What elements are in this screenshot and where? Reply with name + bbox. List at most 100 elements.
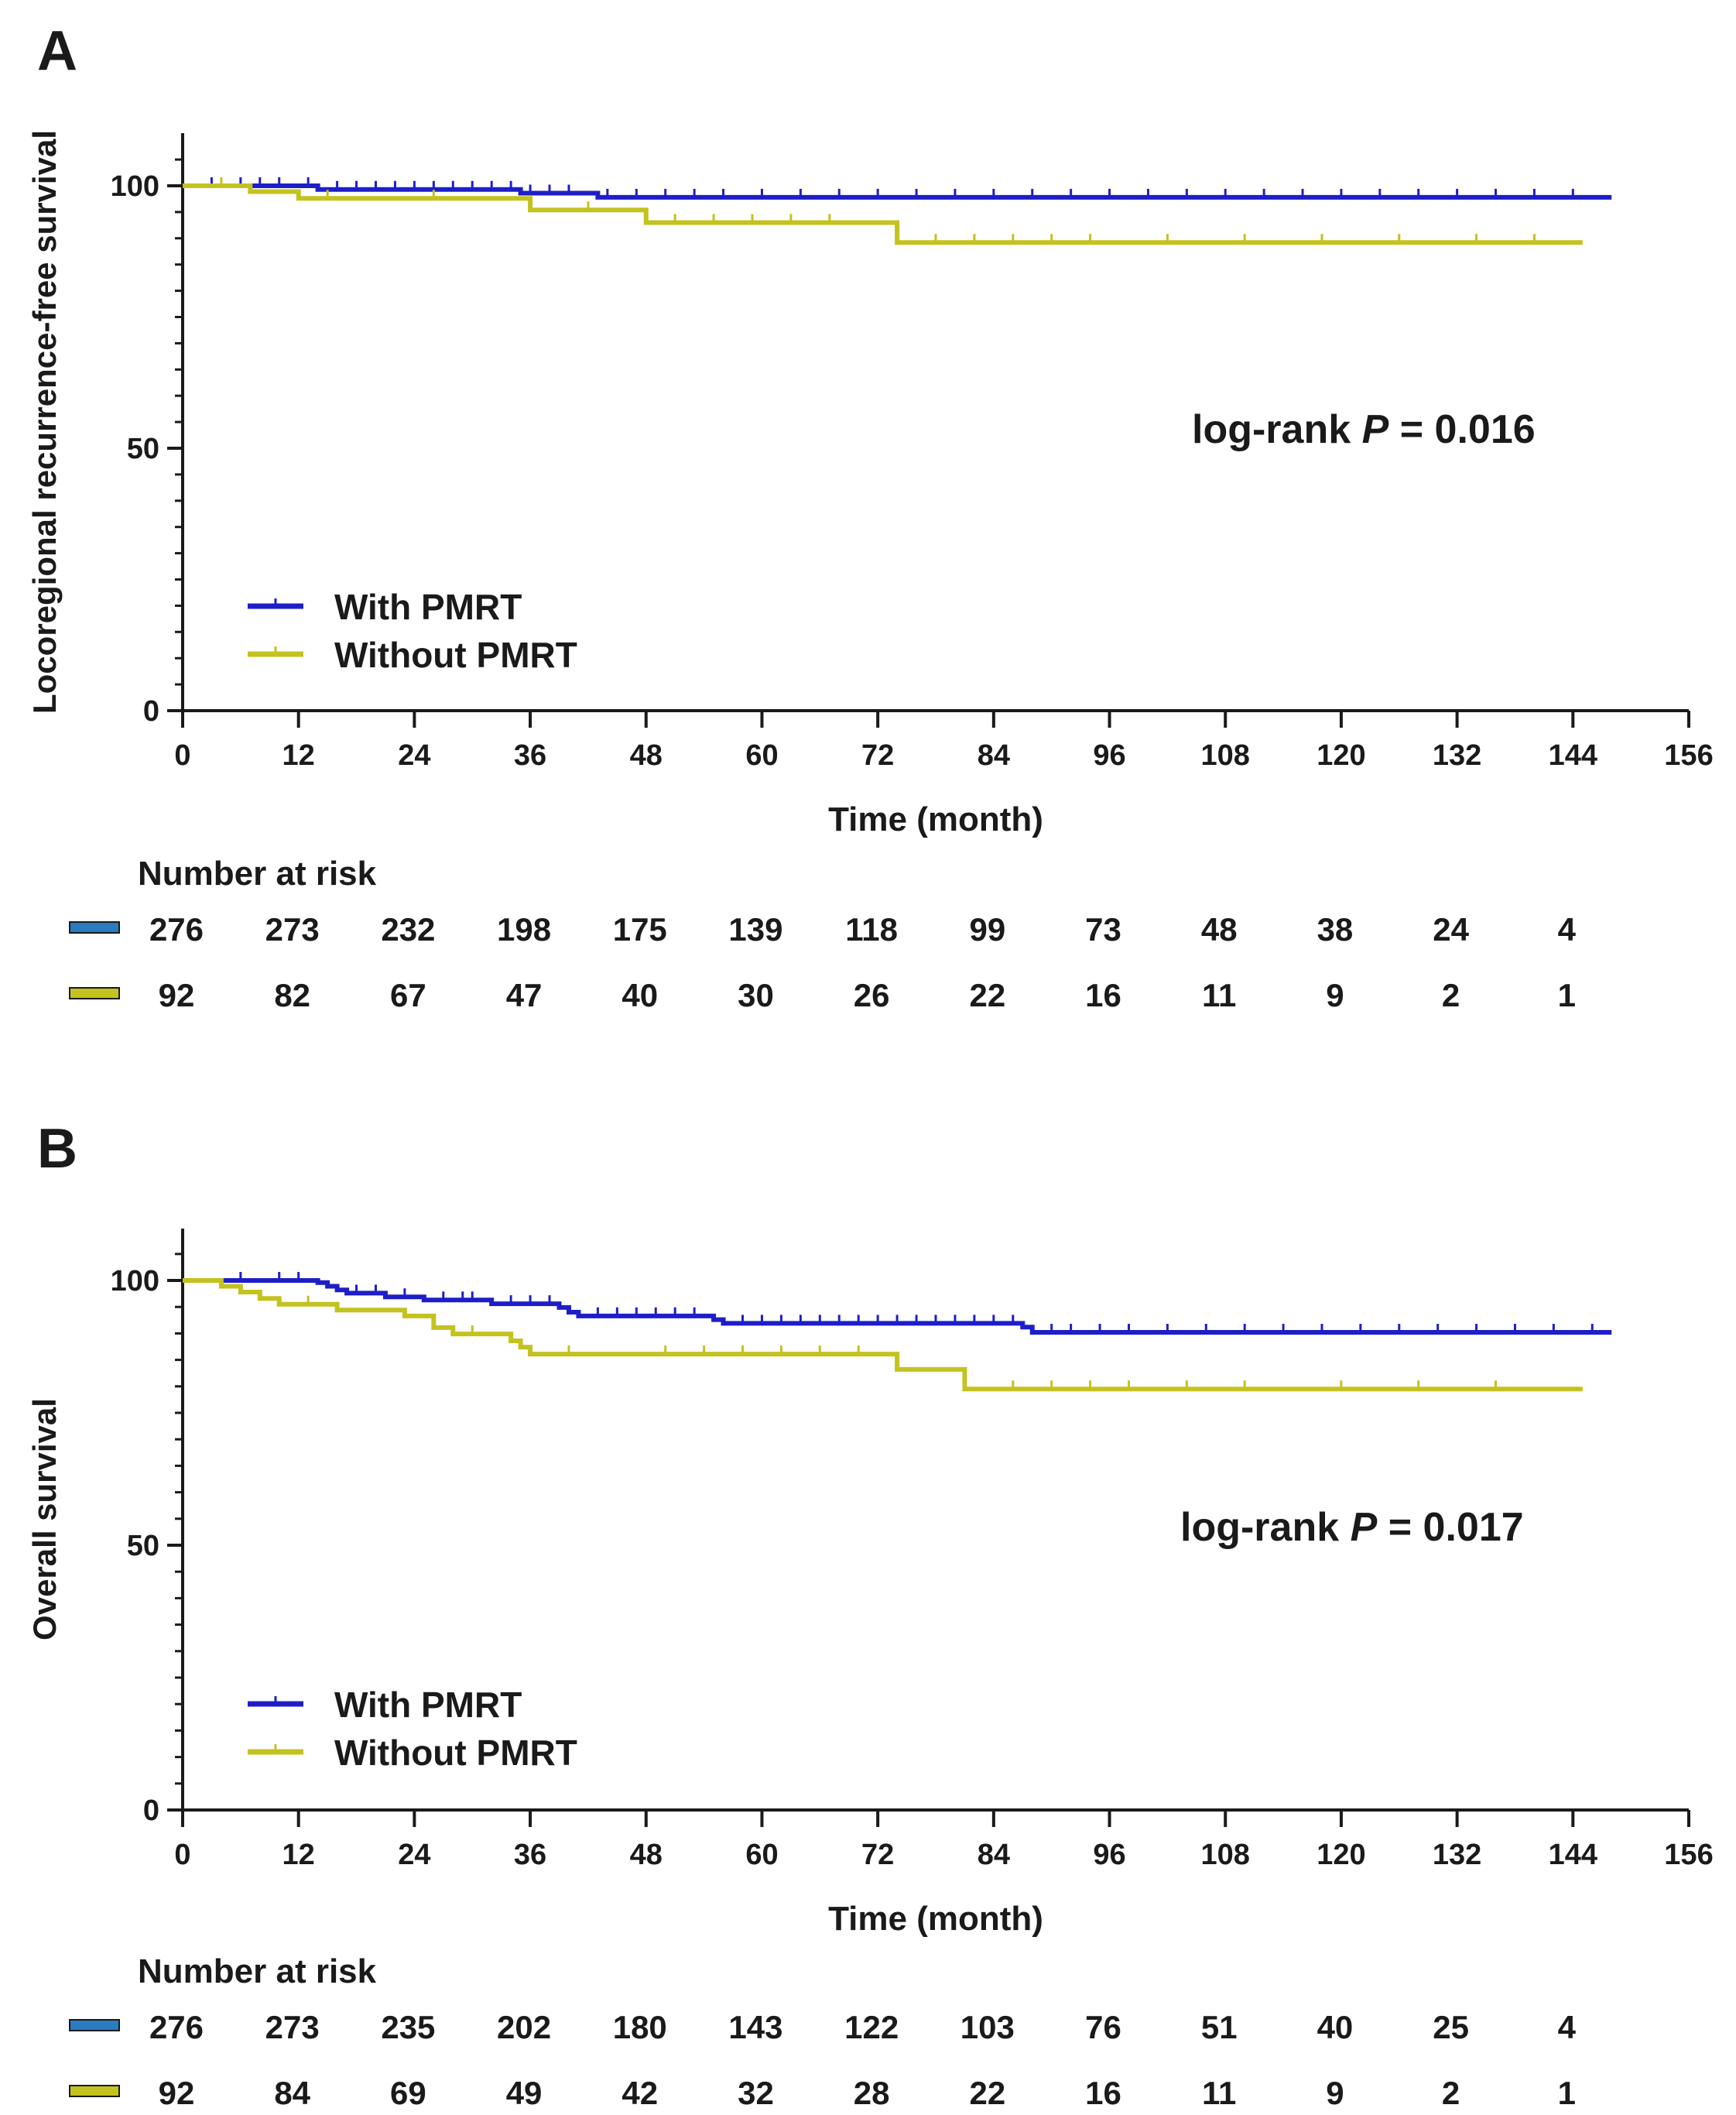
x-tick-label: 48 — [630, 1839, 663, 1871]
survival-curve — [183, 183, 1612, 200]
risk-count: 84 — [274, 2075, 310, 2111]
survival-curve — [183, 1278, 1583, 1392]
risk-count: 276 — [149, 2009, 204, 2045]
risk-count: 92 — [159, 2075, 195, 2111]
logrank-annotation: log-rank P = 0.016 — [1192, 407, 1536, 452]
risk-count: 1 — [1558, 2075, 1576, 2111]
y-axis-title: Overall survival — [26, 1398, 63, 1640]
risk-count: 26 — [854, 977, 890, 1013]
x-tick-label: 24 — [398, 739, 430, 772]
risk-row-swatch — [69, 2085, 120, 2097]
risk-count: 16 — [1085, 977, 1121, 1013]
risk-count: 235 — [381, 2009, 435, 2045]
risk-count: 198 — [497, 911, 551, 948]
legend-label: With PMRT — [334, 1685, 522, 1725]
panel-label: B — [37, 1118, 77, 1180]
x-tick-label: 132 — [1433, 739, 1481, 772]
x-tick-label: 60 — [745, 739, 778, 772]
risk-count: 9 — [1326, 2075, 1344, 2111]
x-tick-label: 72 — [861, 739, 894, 772]
x-tick-label: 96 — [1093, 739, 1125, 772]
x-axis-title: Time (month) — [828, 1900, 1043, 1938]
x-tick-label: 108 — [1201, 739, 1250, 772]
risk-count: 51 — [1201, 2009, 1238, 2045]
risk-count: 276 — [149, 911, 204, 948]
x-tick-label: 84 — [978, 1839, 1010, 1871]
panel-label: A — [37, 20, 77, 82]
legend-label: Without PMRT — [334, 1733, 577, 1773]
legend-label: With PMRT — [334, 587, 522, 627]
risk-count: 11 — [1202, 2075, 1236, 2111]
risk-count: 22 — [969, 2075, 1005, 2111]
y-tick-label: 0 — [143, 695, 159, 728]
risk-count: 48 — [1201, 911, 1238, 948]
risk-count: 103 — [960, 2009, 1015, 2045]
risk-count: 28 — [854, 2075, 890, 2111]
risk-count: 82 — [274, 977, 310, 1013]
risk-count: 2 — [1442, 977, 1460, 1013]
risk-count: 92 — [159, 977, 195, 1013]
risk-count: 11 — [1202, 977, 1236, 1013]
y-tick-label: 100 — [111, 170, 159, 203]
risk-count: 73 — [1085, 911, 1121, 948]
x-tick-label: 12 — [282, 1839, 315, 1871]
survival-curve — [183, 183, 1583, 245]
x-tick-label: 156 — [1664, 739, 1713, 772]
x-tick-label: 72 — [861, 1839, 894, 1871]
risk-count: 139 — [728, 911, 782, 948]
risk-table-title: Number at risk — [138, 855, 377, 893]
x-tick-label: 48 — [630, 739, 663, 772]
risk-count: 180 — [613, 2009, 667, 2045]
risk-table-title: Number at risk — [138, 1952, 377, 1990]
x-tick-label: 96 — [1093, 1839, 1125, 1871]
y-axis-title: Locoregional recurrence-free survival — [26, 130, 63, 714]
x-tick-label: 108 — [1201, 1839, 1250, 1871]
y-tick-label: 50 — [127, 1530, 159, 1562]
x-tick-label: 144 — [1549, 1839, 1597, 1871]
x-tick-label: 12 — [282, 739, 315, 772]
risk-count: 16 — [1085, 2075, 1121, 2111]
x-tick-label: 24 — [398, 1839, 430, 1871]
risk-count: 67 — [390, 977, 426, 1013]
risk-count: 24 — [1433, 911, 1469, 948]
risk-count: 4 — [1558, 911, 1577, 948]
x-tick-label: 84 — [978, 739, 1010, 772]
risk-count: 2 — [1442, 2075, 1460, 2111]
risk-count: 49 — [506, 2075, 543, 2111]
x-tick-label: 120 — [1317, 1839, 1365, 1871]
risk-count: 42 — [621, 2075, 658, 2111]
risk-count: 232 — [381, 911, 435, 948]
risk-count: 30 — [738, 977, 774, 1013]
x-tick-label: 0 — [174, 739, 190, 772]
risk-count: 38 — [1317, 911, 1354, 948]
risk-count: 40 — [1317, 2009, 1354, 2045]
risk-count: 118 — [845, 911, 898, 948]
x-tick-label: 0 — [174, 1839, 190, 1871]
risk-count: 69 — [390, 2075, 426, 2111]
x-tick-label: 156 — [1664, 1839, 1713, 1871]
risk-count: 175 — [613, 911, 667, 948]
x-tick-label: 36 — [514, 1839, 546, 1871]
risk-count: 40 — [621, 977, 658, 1013]
risk-count: 4 — [1558, 2009, 1577, 2045]
x-tick-label: 120 — [1317, 739, 1365, 772]
legend-label: Without PMRT — [334, 635, 577, 675]
risk-count: 47 — [506, 977, 543, 1013]
y-tick-label: 50 — [127, 433, 159, 465]
risk-count: 22 — [969, 977, 1005, 1013]
survival-curve — [183, 1278, 1612, 1335]
y-tick-label: 100 — [111, 1265, 159, 1297]
risk-row-swatch — [69, 2019, 120, 2031]
risk-row-swatch — [69, 921, 120, 934]
risk-row-swatch — [69, 987, 120, 999]
x-tick-label: 60 — [745, 1839, 778, 1871]
risk-count: 99 — [969, 911, 1005, 948]
risk-count: 32 — [738, 2075, 774, 2111]
x-tick-label: 132 — [1433, 1839, 1481, 1871]
risk-count: 25 — [1433, 2009, 1469, 2045]
risk-count: 122 — [844, 2009, 899, 2045]
y-tick-label: 0 — [143, 1794, 159, 1827]
